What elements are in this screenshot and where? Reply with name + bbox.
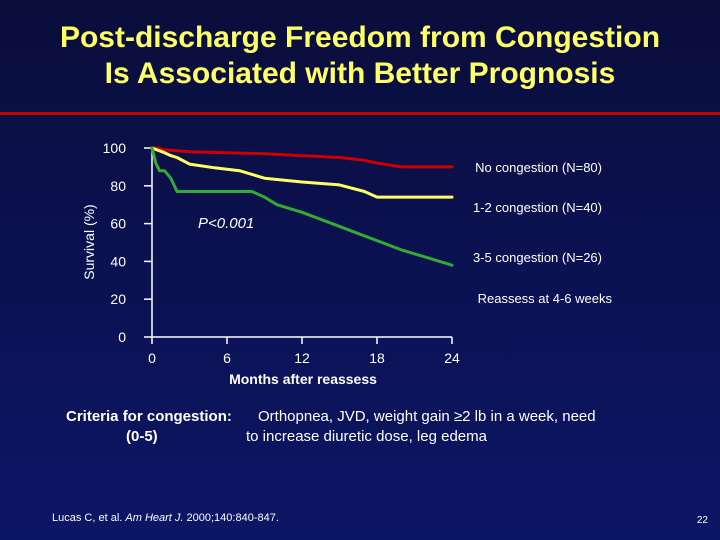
citation-journal: Am Heart J. xyxy=(125,512,184,524)
series-line-2 xyxy=(150,146,454,199)
chart-labels: 0 20 40 60 80 100 0 6 12 18 24 No congestion (N=80)… xyxy=(103,140,602,366)
y-tick-label: 0 xyxy=(118,329,126,345)
series-label-2: 1-2 congestion (N=40) xyxy=(473,200,602,215)
x-tick-label: 12 xyxy=(294,350,310,366)
y-tick-label: 60 xyxy=(110,216,126,232)
series-line-3 xyxy=(150,146,454,267)
criteria-text-continued: to increase diuretic dose, leg edema xyxy=(246,428,487,445)
citation-details: 2000;140:840-847. xyxy=(186,512,279,524)
series-label-3: 3-5 congestion (N=26) xyxy=(473,250,602,265)
title-line-1: Post-discharge Freedom from Congestion xyxy=(59,21,661,54)
y-axis-label: Survival (%) xyxy=(81,204,97,279)
title-divider xyxy=(0,112,720,115)
citation-authors: Lucas C, et al. xyxy=(52,512,123,524)
chart-axes xyxy=(144,147,453,344)
title-line-2: Is Associated with Better Prognosis xyxy=(104,57,616,90)
slide-title: Post-discharge Freedom from Congestion I… xyxy=(0,20,720,92)
x-tick-label: 0 xyxy=(148,350,156,366)
x-tick-label: 24 xyxy=(444,350,460,366)
chart-series xyxy=(150,146,454,267)
criteria-text: Orthopnea, JVD, weight gain ≥2 lb in a w… xyxy=(258,408,596,425)
series-label-1: No congestion (N=80) xyxy=(475,160,602,175)
x-tick-label: 18 xyxy=(369,350,385,366)
x-axis-label: Months after reassess xyxy=(229,371,377,387)
slide-number: 22 xyxy=(696,515,708,526)
criteria-scale: (0-5) xyxy=(126,428,158,445)
citation: Lucas C, et al. Am Heart J. 2000;140:840… xyxy=(52,512,279,524)
criteria-label: Criteria for congestion: xyxy=(66,408,232,425)
y-tick-label: 80 xyxy=(110,178,126,194)
y-tick-label: 20 xyxy=(110,291,126,307)
y-tick-label: 100 xyxy=(103,140,127,156)
p-value-annotation: P<0.001 xyxy=(198,215,254,232)
y-tick-label: 40 xyxy=(110,253,126,269)
x-tick-label: 6 xyxy=(223,350,231,366)
reassess-note: Reassess at 4-6 weeks xyxy=(478,291,613,306)
series-line-1 xyxy=(150,146,454,169)
